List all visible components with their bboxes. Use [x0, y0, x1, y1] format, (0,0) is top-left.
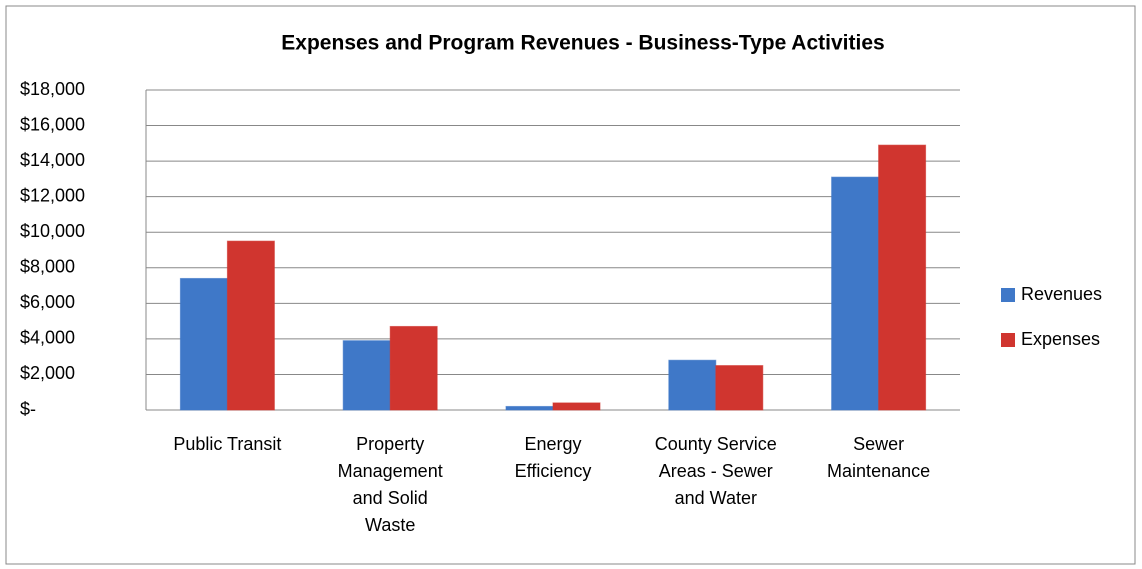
bar: [505, 405, 554, 411]
bar: [831, 176, 880, 411]
bar: [226, 240, 275, 411]
legend-swatch: [1001, 333, 1015, 347]
x-tick-label: Sewer Maintenance: [827, 434, 931, 481]
x-tick-label: Energy Efficiency: [514, 434, 592, 481]
x-tick-label: Public Transit: [173, 434, 282, 454]
x-tick-label: Property Management and Solid Waste: [337, 434, 443, 535]
bar: [715, 365, 764, 411]
y-tick-label: $6,000: [20, 292, 75, 312]
x-tick-label: County Service Areas - Sewer and Water: [654, 434, 777, 508]
legend-swatch: [1001, 288, 1015, 302]
bar: [179, 277, 228, 411]
y-tick-label: $12,000: [20, 185, 85, 205]
y-tick-label: $-: [20, 399, 36, 419]
bar: [342, 340, 391, 411]
bar: [552, 402, 601, 411]
y-tick-label: $18,000: [20, 79, 85, 99]
legend-label: Revenues: [1021, 284, 1102, 304]
bar: [878, 144, 927, 411]
y-tick-label: $10,000: [20, 221, 85, 241]
legend-label: Expenses: [1021, 329, 1100, 349]
bar: [668, 359, 717, 411]
y-tick-label: $8,000: [20, 257, 75, 277]
y-tick-label: $2,000: [20, 363, 75, 383]
chart-title: Expenses and Program Revenues - Business…: [281, 32, 884, 55]
y-tick-label: $16,000: [20, 114, 85, 134]
bar: [389, 325, 438, 411]
y-tick-label: $14,000: [20, 150, 85, 170]
y-tick-label: $4,000: [20, 328, 75, 348]
